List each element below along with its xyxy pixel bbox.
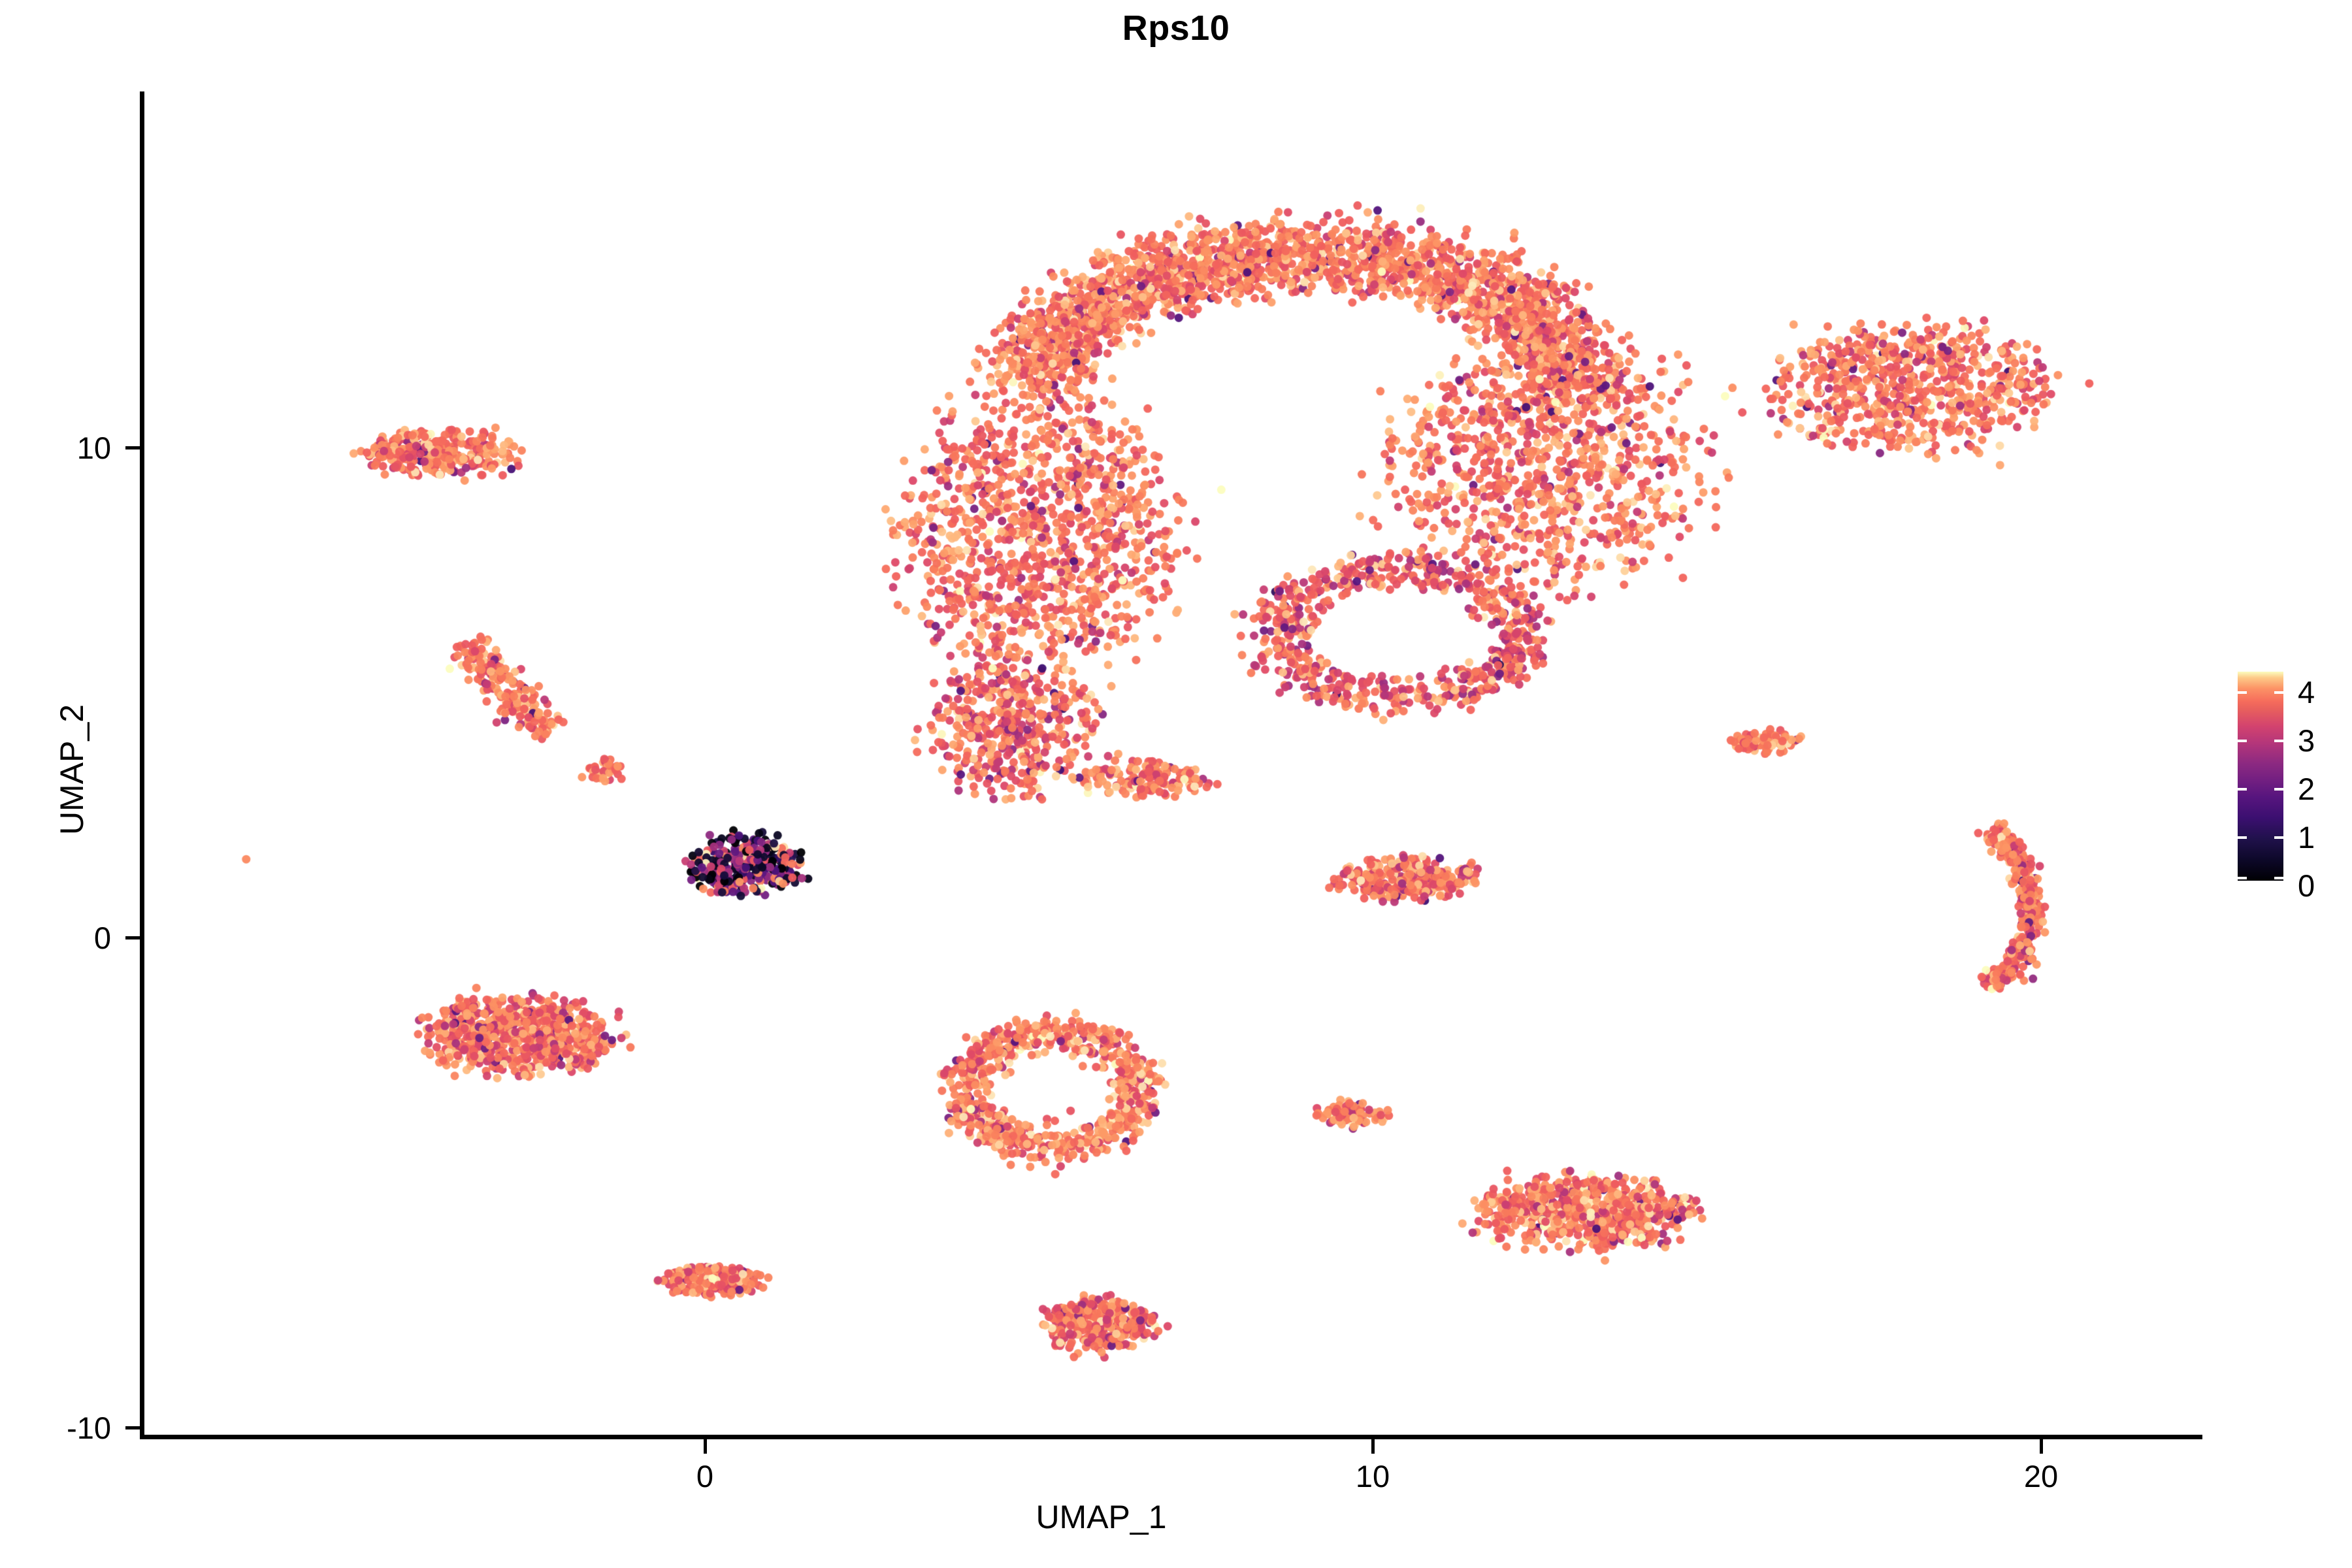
x-tick-mark-0 (704, 1439, 707, 1454)
y-axis-line (140, 91, 144, 1439)
colorbar-label-0: 0 (2298, 868, 2315, 903)
plot-panel (144, 91, 2202, 1439)
colorbar-tick-2-left (2238, 788, 2247, 791)
colorbar-label-2: 2 (2298, 772, 2315, 806)
y-tick-label-10: 10 (76, 431, 111, 465)
x-tick-mark-10 (1371, 1439, 1375, 1454)
colorbar-tick-3-right (2274, 740, 2283, 742)
x-axis-label: UMAP_1 (1036, 1499, 1167, 1535)
colorbar-tick-0-left (2238, 877, 2247, 879)
x-tick-label-10: 10 (1355, 1459, 1390, 1494)
colorbar-tick-2-right (2274, 788, 2283, 791)
y-axis-label-wrapper: UMAP_2 (0, 0, 90, 1568)
y-axis-label: UMAP_2 (54, 704, 90, 836)
y-tick-mark-0 (125, 936, 140, 939)
colorbar-tick-0-right (2274, 877, 2283, 879)
x-axis-line (140, 1435, 2202, 1439)
x-tick-label-20: 20 (2023, 1459, 2059, 1494)
colorbar-label-1: 1 (2298, 820, 2315, 855)
colorbar-tick-1-left (2238, 836, 2247, 839)
y-tick-mark-neg10 (125, 1426, 140, 1429)
colorbar-label-3: 3 (2298, 723, 2315, 758)
colorbar-tick-3-left (2238, 740, 2247, 742)
page-title: Rps10 (1122, 8, 1230, 48)
x-tick-mark-20 (2040, 1439, 2043, 1454)
colorbar-label-4: 4 (2298, 675, 2315, 710)
colorbar-tick-4-left (2238, 691, 2247, 694)
color-legend: 4 3 2 1 0 (2238, 672, 2342, 901)
y-tick-mark-10 (125, 446, 140, 449)
y-tick-label-0: 0 (93, 921, 111, 955)
colorbar-tick-4-right (2274, 691, 2283, 694)
colorbar-tick-1-right (2274, 836, 2283, 839)
x-tick-label-0: 0 (696, 1459, 714, 1494)
y-tick-label-neg10: -10 (67, 1411, 111, 1445)
colorbar-gradient (2238, 672, 2283, 881)
